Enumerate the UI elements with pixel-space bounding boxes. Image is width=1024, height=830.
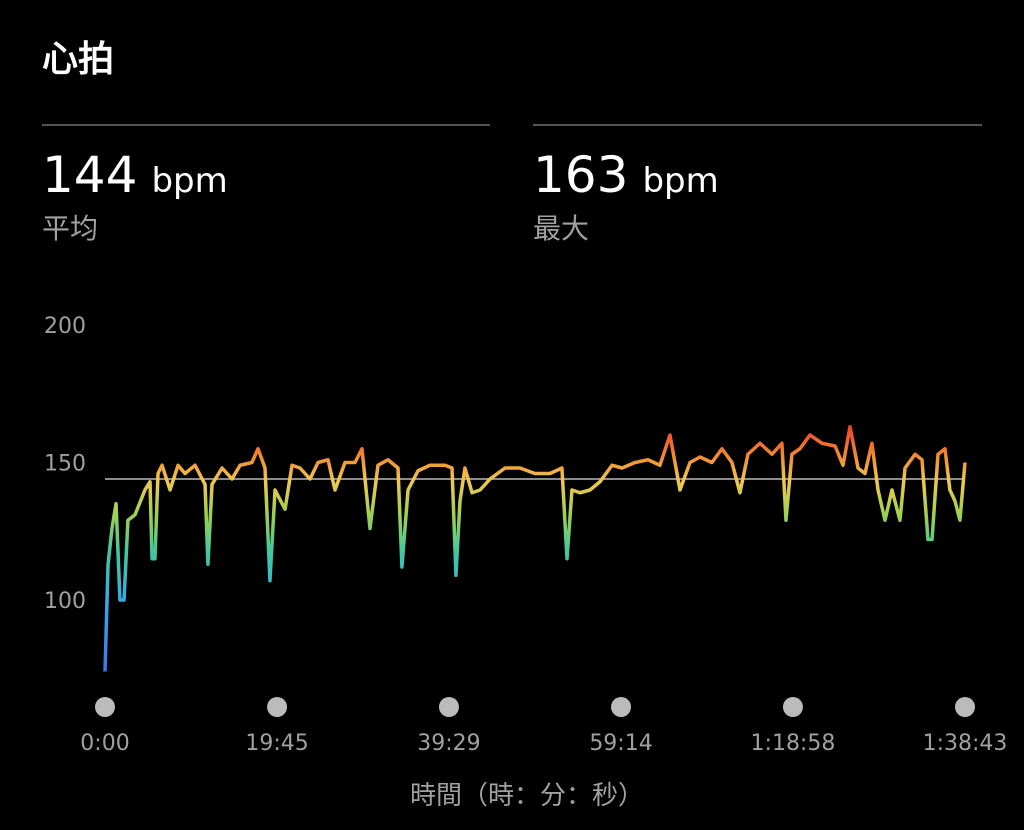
x-tick-label: 19:45 — [245, 731, 308, 756]
x-tick-dot — [955, 697, 975, 717]
x-tick-dot — [782, 697, 803, 717]
y-tick-label: 150 — [44, 452, 86, 477]
heart-rate-line — [103, 425, 967, 672]
x-tick-dot — [267, 697, 288, 717]
x-tick-dot — [95, 697, 115, 717]
stat-value: 163 bpm — [533, 146, 719, 204]
x-axis-label: 時間（時：分：秒） — [410, 781, 644, 811]
stat-unit: bpm — [151, 161, 227, 201]
stat-label: 最大 — [533, 212, 589, 245]
x-tick-label: 59:14 — [589, 731, 652, 756]
stat-number: 144 — [42, 146, 137, 204]
y-tick-label: 200 — [44, 314, 86, 339]
stat-value: 144 bpm — [42, 146, 228, 204]
x-tick-label: 1:18:58 — [751, 731, 836, 756]
y-tick-label: 100 — [44, 589, 86, 614]
x-tick-dot — [438, 697, 459, 717]
stat-label: 平均 — [42, 212, 98, 245]
x-tick-label: 39:29 — [417, 731, 480, 756]
x-tick-label: 0:00 — [80, 731, 129, 756]
stat-unit: bpm — [642, 161, 718, 201]
x-tick-label: 1:38:43 — [923, 731, 1008, 756]
x-tick-dot — [611, 697, 632, 717]
stat-number: 163 — [533, 146, 628, 204]
page-title: 心拍 — [42, 39, 114, 80]
